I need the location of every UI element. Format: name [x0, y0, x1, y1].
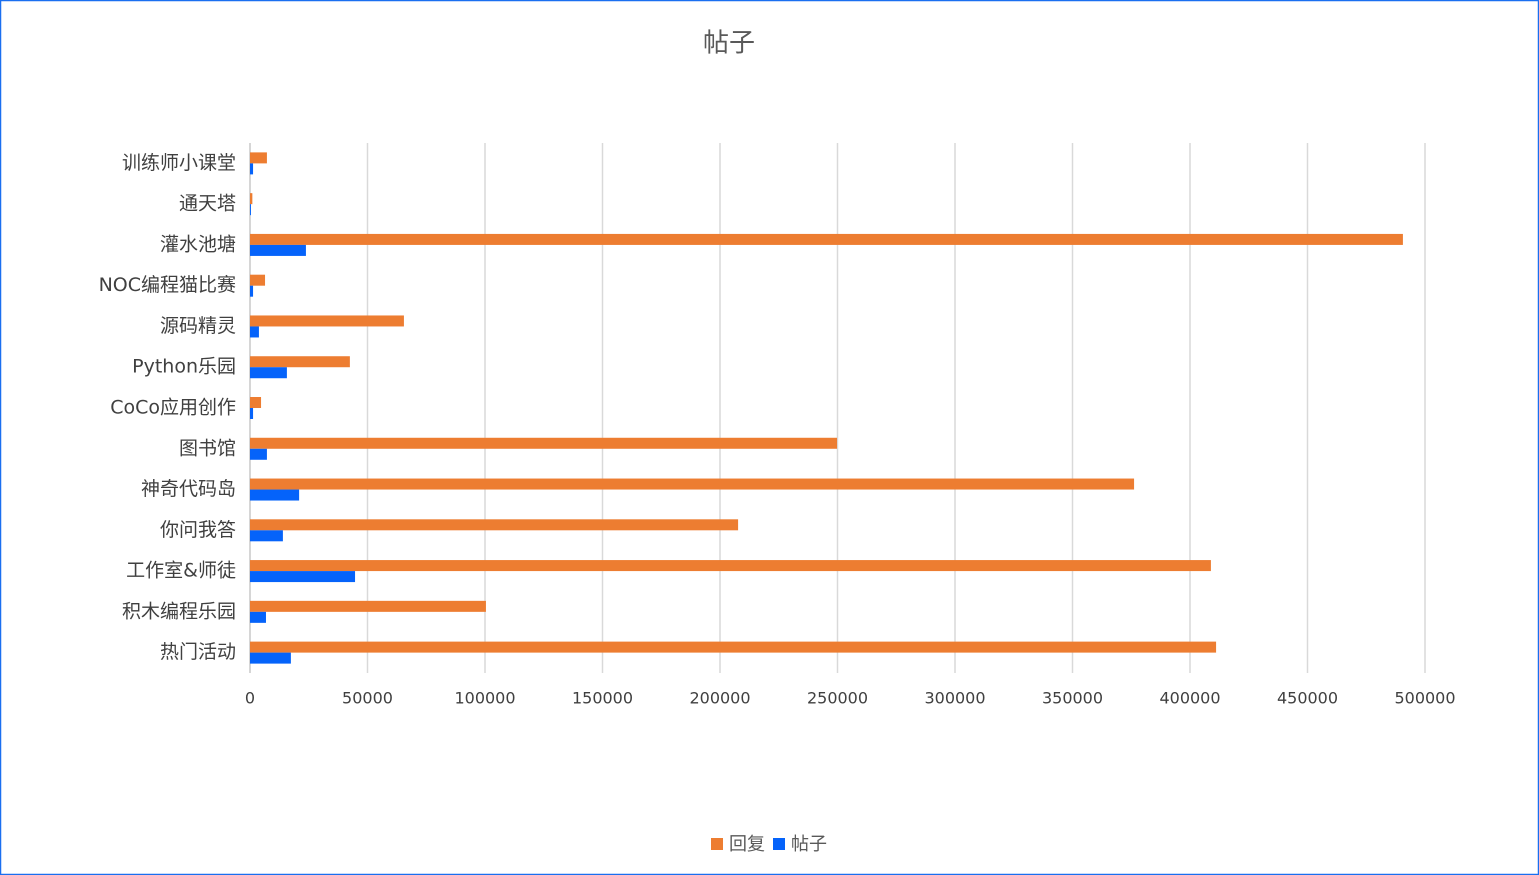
- x-tick-label: 250000: [807, 689, 868, 708]
- bar: [250, 193, 253, 205]
- bar: [250, 571, 356, 583]
- x-tick-label: 450000: [1277, 689, 1338, 708]
- bar: [250, 641, 1217, 653]
- y-tick-label: 灌水池塘: [160, 233, 236, 255]
- bar: [250, 437, 838, 449]
- legend-swatch: [711, 838, 723, 850]
- bar: [250, 652, 291, 664]
- x-tick-label: 100000: [454, 689, 515, 708]
- y-tick-label: 神奇代码岛: [141, 478, 236, 500]
- y-tick-label: Python乐园: [132, 356, 236, 378]
- bar: [250, 478, 1135, 490]
- x-tick-label: 200000: [689, 689, 750, 708]
- x-tick-label: 300000: [924, 689, 985, 708]
- legend-swatch: [773, 838, 785, 850]
- legend-label: 回复: [729, 834, 765, 855]
- x-tick-label: 500000: [1394, 689, 1455, 708]
- bar: [250, 530, 283, 542]
- x-tick-label: 50000: [342, 689, 393, 708]
- y-tick-label: 积木编程乐园: [122, 600, 236, 622]
- bar: [250, 408, 254, 419]
- bar: [250, 519, 739, 531]
- bar: [250, 274, 266, 286]
- bar: [250, 611, 266, 623]
- bar: [250, 367, 287, 379]
- y-tick-label: 训练师小课堂: [122, 152, 236, 174]
- x-tick-label: 150000: [572, 689, 633, 708]
- bar: [250, 204, 251, 216]
- bar: [250, 233, 1403, 245]
- y-tick-label: 图书馆: [179, 437, 236, 459]
- bar: [250, 560, 1211, 572]
- bar: [250, 326, 259, 338]
- y-tick-label: NOC编程猫比赛: [99, 274, 236, 296]
- bar: [250, 244, 306, 256]
- y-tick-label: CoCo应用创作: [110, 397, 236, 419]
- bar: [250, 448, 267, 460]
- bar: [250, 356, 350, 368]
- bar: [250, 285, 254, 297]
- bar: [250, 489, 300, 501]
- y-tick-label: 热门活动: [160, 641, 236, 663]
- y-tick-label: 你问我答: [160, 519, 236, 541]
- x-tick-label: 0: [245, 689, 255, 708]
- y-tick-label: 源码精灵: [160, 315, 236, 337]
- bar: [250, 315, 404, 327]
- bar: [250, 163, 254, 175]
- y-tick-label: 通天塔: [179, 193, 236, 215]
- legend-label: 帖子: [791, 834, 827, 855]
- bar: [250, 397, 262, 408]
- bar: [250, 152, 267, 164]
- y-tick-label: 工作室&师徒: [126, 560, 236, 582]
- x-tick-label: 350000: [1042, 689, 1103, 708]
- bar: [250, 600, 486, 612]
- x-tick-label: 400000: [1159, 689, 1220, 708]
- chart-title: 帖子: [703, 29, 755, 59]
